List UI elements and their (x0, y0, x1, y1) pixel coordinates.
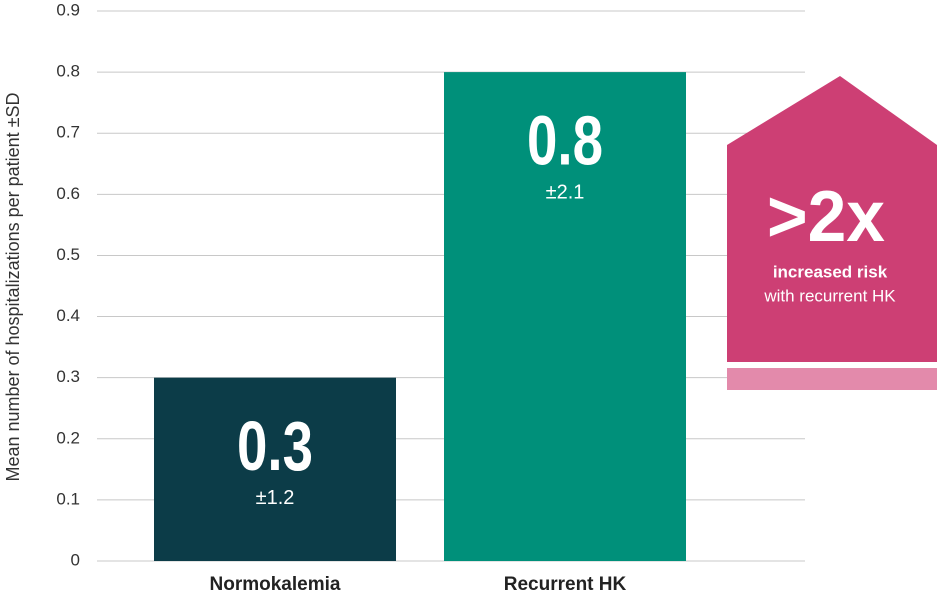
y-tick-label: 0.2 (56, 428, 80, 447)
bar (154, 377, 396, 561)
plot: 00.10.20.30.40.50.60.70.80.90.3±1.2Normo… (56, 0, 805, 595)
y-tick-label: 0.5 (56, 245, 80, 264)
annotation-arrow (727, 76, 937, 362)
bar (444, 72, 686, 561)
x-tick-label: Normokalemia (210, 574, 341, 595)
value-label: 0.8 (527, 102, 603, 180)
y-tick-label: 0.9 (56, 0, 80, 19)
annotation-headline: >2x (767, 177, 885, 257)
y-tick-label: 0.7 (56, 123, 80, 142)
value-label: 0.3 (237, 407, 313, 485)
y-axis-label: Mean number of hospitalizations per pati… (3, 92, 23, 481)
y-tick-label: 0.1 (56, 489, 80, 508)
annotation-band (727, 368, 937, 390)
error-label: ±2.1 (546, 181, 585, 203)
x-tick-label: Recurrent HK (504, 574, 627, 595)
y-tick-label: 0.6 (56, 184, 80, 203)
y-tick-label: 0.8 (56, 62, 80, 81)
annotation-line1: increased risk (773, 262, 888, 281)
y-tick-label: 0 (71, 550, 80, 569)
error-label: ±1.2 (256, 487, 295, 509)
y-tick-label: 0.4 (56, 306, 80, 325)
annotation: >2x increased risk with recurrent HK (727, 76, 937, 390)
y-tick-label: 0.3 (56, 367, 80, 386)
annotation-line2: with recurrent HK (763, 286, 896, 305)
